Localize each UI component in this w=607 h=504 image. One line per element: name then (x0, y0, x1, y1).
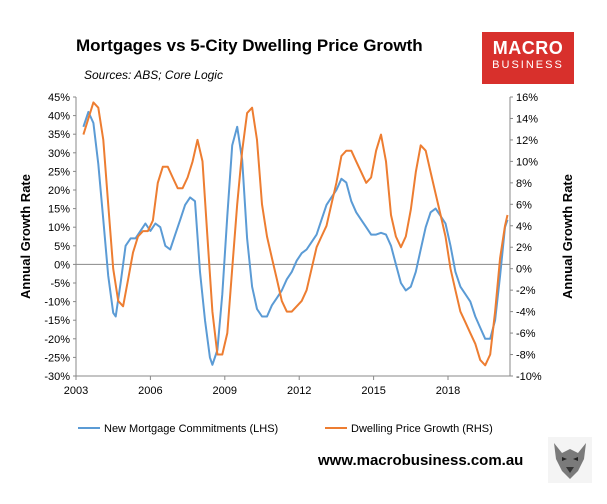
left-tick-label: -20% (44, 334, 70, 346)
series-line-mortgage-commitments (82, 110, 509, 366)
left-tick-label: 30% (48, 148, 70, 160)
legend-label-mortgage-commitments: New Mortgage Commitments (LHS) (104, 423, 278, 435)
left-tick-label: 10% (48, 222, 70, 234)
right-tick-label: -8% (516, 350, 536, 362)
logo-line2: BUSINESS (492, 59, 564, 71)
x-tick-label: 2012 (287, 385, 311, 397)
right-tick-label: 0% (516, 264, 532, 276)
right-tick-label: 14% (516, 113, 538, 125)
y-axis-title-right: Annual Growth Rate (560, 174, 575, 299)
left-tick-label: -10% (44, 297, 70, 309)
left-tick-label: -5% (50, 278, 70, 290)
left-tick-label: -25% (44, 352, 70, 364)
chart-title: Mortgages vs 5-City Dwelling Price Growt… (76, 36, 423, 55)
right-tick-label: 10% (516, 156, 538, 168)
right-tick-label: -2% (516, 285, 536, 297)
y-axis-title-left: Annual Growth Rate (18, 174, 33, 299)
left-tick-label: 5% (54, 241, 70, 253)
left-tick-label: 25% (48, 166, 70, 178)
left-tick-label: 40% (48, 111, 70, 123)
legend: New Mortgage Commitments (LHS) Dwelling P… (78, 423, 493, 435)
right-tick-label: 4% (516, 221, 532, 233)
series-line-dwelling-price-growth (82, 101, 509, 367)
left-tick-label: 20% (48, 185, 70, 197)
chart-subtitle: Sources: ABS; Core Logic (84, 68, 223, 82)
wolf-logo-icon (548, 437, 592, 483)
right-tick-label: -6% (516, 328, 536, 340)
right-tick-label: 2% (516, 242, 532, 254)
left-tick-label: 35% (48, 129, 70, 141)
series-layer (82, 101, 509, 367)
x-tick-label: 2003 (64, 385, 88, 397)
left-tick-label: -15% (44, 315, 70, 327)
logo-line1: MACRO (492, 38, 564, 58)
right-tick-label: -4% (516, 307, 536, 319)
macrobusiness-logo: MACRO BUSINESS (482, 32, 574, 84)
right-tick-label: 6% (516, 199, 532, 211)
legend-label-dwelling-price-growth: Dwelling Price Growth (RHS) (351, 423, 493, 435)
left-tick-label: 45% (48, 92, 70, 104)
website-url: www.macrobusiness.com.au (318, 452, 524, 469)
left-tick-label: 0% (54, 259, 70, 271)
x-tick-label: 2006 (138, 385, 162, 397)
left-tick-label: 15% (48, 204, 70, 216)
x-tick-label: 2009 (213, 385, 237, 397)
axes: 45% 40% 35% 30% 25% 20% 15% 10% 5% 0% -5% -10% -15% -… (18, 92, 575, 397)
right-tick-label: 16% (516, 92, 538, 104)
right-tick-label: -10% (516, 371, 542, 383)
x-tick-label: 2015 (361, 385, 385, 397)
left-tick-label: -30% (44, 371, 70, 383)
right-tick-label: 8% (516, 178, 532, 190)
right-tick-label: 12% (516, 135, 538, 147)
x-tick-label: 2018 (436, 385, 460, 397)
